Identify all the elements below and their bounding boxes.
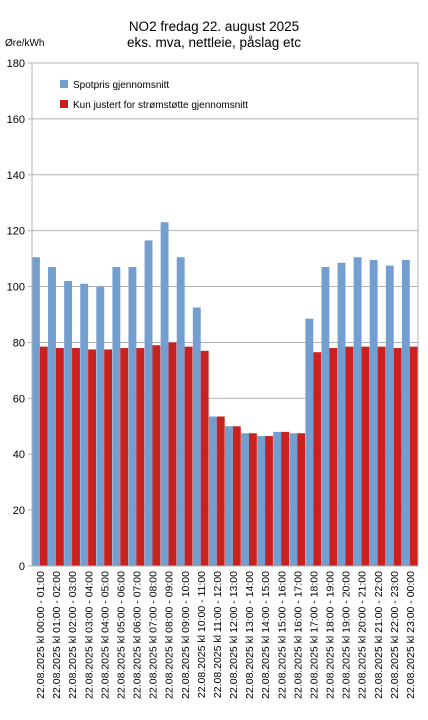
bar-spotpris-20: [353, 257, 362, 566]
bar-spotpris-23: [401, 260, 410, 566]
legend-label-spotpris: Spotpris gjennomsnitt: [73, 80, 169, 91]
bar-stromstotte-17: [313, 352, 322, 566]
bar-stromstotte-18: [329, 348, 338, 566]
bar-stromstotte-11: [216, 416, 225, 566]
y-tick-label-8: 160: [7, 114, 25, 126]
bar-stromstotte-0: [39, 346, 48, 566]
bar-spotpris-13: [241, 433, 249, 566]
x-tick-label-18: 22.08.2025 kl 18:00 - 19:00: [325, 571, 337, 699]
x-tick-label-12: 22.08.2025 kl 12:00 - 13:00: [228, 571, 240, 699]
bar-stromstotte-20: [361, 346, 370, 566]
axes: [31, 63, 419, 567]
bar-stromstotte-12: [232, 426, 241, 566]
x-tick-label-15: 22.08.2025 kl 15:00 - 16:00: [276, 571, 288, 699]
bar-stromstotte-9: [184, 346, 193, 566]
bar-stromstotte-8: [168, 342, 177, 566]
y-ticks: 0 20 40 60 80 100 120 140 160 180: [7, 58, 32, 573]
x-tick-label-9: 22.08.2025 kl 09:00 - 10:00: [180, 571, 192, 699]
bar-stromstotte-23: [409, 346, 418, 566]
bar-stromstotte-4: [104, 349, 113, 566]
x-tick-label-7: 22.08.2025 kl 07:00 - 08:00: [148, 571, 160, 699]
y-axis-label: Øre/kWh: [5, 38, 44, 49]
bar-stromstotte-13: [248, 433, 257, 566]
bar-spotpris-11: [208, 416, 217, 566]
x-tick-label-6: 22.08.2025 kl 06:00 - 07:00: [132, 571, 144, 699]
bar-spotpris-19: [337, 262, 346, 566]
bar-spotpris-1: [48, 266, 56, 566]
bar-stromstotte-7: [152, 345, 161, 566]
bar-spotpris-16: [289, 433, 298, 566]
bar-spotpris-4: [96, 286, 105, 566]
y-tick-label-2: 40: [13, 449, 25, 461]
bar-stromstotte-22: [393, 348, 402, 566]
legend-swatch-spotpris: [60, 80, 68, 88]
x-tick-label-8: 22.08.2025 kl 08:00 - 09:00: [164, 571, 176, 699]
bar-stromstotte-10: [200, 350, 209, 566]
bar-stromstotte-15: [281, 431, 290, 566]
chart-title-line-2: eks. mva, nettleie, påslag etc: [127, 35, 301, 50]
x-tick-label-16: 22.08.2025 kl 16:00 - 17:00: [292, 571, 304, 699]
bars: [32, 222, 418, 567]
bar-stromstotte-6: [136, 348, 145, 566]
bar-spotpris-3: [80, 283, 89, 566]
bar-spotpris-12: [225, 426, 233, 566]
y-tick-label-0: 0: [19, 561, 25, 573]
legend-label-stromstotte: Kun justert for strømstøtte gjennomsnitt: [73, 100, 248, 111]
bar-spotpris-15: [273, 431, 282, 566]
bar-spotpris-8: [160, 222, 169, 567]
x-tick-label-17: 22.08.2025 kl 17:00 - 18:00: [308, 571, 320, 699]
x-tick-label-21: 22.08.2025 kl 21:00 - 22:00: [373, 571, 385, 699]
x-tick-label-13: 22.08.2025 kl 13:00 - 14:00: [244, 571, 256, 699]
bar-stromstotte-21: [377, 346, 386, 566]
bar-spotpris-22: [385, 265, 394, 566]
x-tick-label-11: 22.08.2025 kl 11:00 - 12:00: [212, 571, 224, 698]
y-tick-label-7: 140: [7, 170, 25, 182]
bar-spotpris-2: [64, 280, 73, 566]
y-tick-label-1: 20: [13, 505, 25, 517]
bar-spotpris-7: [144, 240, 153, 567]
x-tick-label-23: 22.08.2025 kl 23:00 - 00:00: [405, 571, 417, 699]
x-tick-label-4: 22.08.2025 kl 04:00 - 05:00: [99, 571, 111, 699]
x-tick-label-0: 22.08.2025 kl 00:00 - 01:00: [35, 571, 47, 699]
y-tick-label-9: 180: [7, 58, 25, 70]
x-tick-label-5: 22.08.2025 kl 05:00 - 06:00: [115, 571, 127, 699]
y-tick-label-4: 80: [13, 337, 25, 349]
legend-swatch-stromstotte: [60, 100, 68, 108]
bar-stromstotte-14: [265, 436, 273, 566]
x-tick-label-2: 22.08.2025 kl 02:00 - 03:00: [67, 571, 79, 699]
x-tick-label-22: 22.08.2025 kl 22:00 - 23:00: [389, 571, 401, 699]
x-tick-label-1: 22.08.2025 kl 01:00 - 02:00: [51, 571, 63, 699]
bar-spotpris-17: [305, 318, 314, 566]
bar-spotpris-14: [257, 436, 266, 566]
bar-spotpris-5: [112, 266, 121, 566]
x-tick-label-20: 22.08.2025 kl 20:00 - 21:00: [357, 571, 369, 699]
x-tick-label-3: 22.08.2025 kl 03:00 - 04:00: [83, 571, 95, 699]
y-tick-label-5: 100: [7, 282, 25, 294]
x-tick-label-19: 22.08.2025 kl 19:00 - 20:00: [341, 571, 353, 699]
bar-spotpris-10: [192, 307, 201, 566]
x-ticks: 22.08.2025 kl 00:00 - 01:00 22.08.2025 kl…: [35, 571, 417, 699]
bar-stromstotte-16: [297, 433, 306, 566]
x-tick-label-14: 22.08.2025 kl 14:00 - 15:00: [260, 571, 272, 699]
bar-spotpris-0: [32, 257, 40, 566]
bar-spotpris-6: [128, 266, 137, 566]
x-tick-label-10: 22.08.2025 kl 10:00 - 11:00: [196, 571, 208, 698]
bar-spotpris-9: [176, 257, 185, 566]
bar-spotpris-18: [321, 266, 330, 566]
bar-stromstotte-2: [72, 348, 80, 566]
bar-stromstotte-1: [55, 348, 64, 566]
bar-stromstotte-3: [88, 349, 97, 566]
bar-spotpris-21: [369, 260, 378, 566]
y-tick-label-6: 120: [7, 226, 25, 238]
legend: Spotpris gjennomsnitt Kun justert for st…: [60, 80, 248, 111]
bar-stromstotte-5: [120, 348, 129, 566]
y-tick-label-3: 60: [13, 393, 25, 405]
chart-title-line-1: NO2 fredag 22. august 2025: [129, 19, 299, 34]
bar-stromstotte-19: [345, 346, 354, 566]
